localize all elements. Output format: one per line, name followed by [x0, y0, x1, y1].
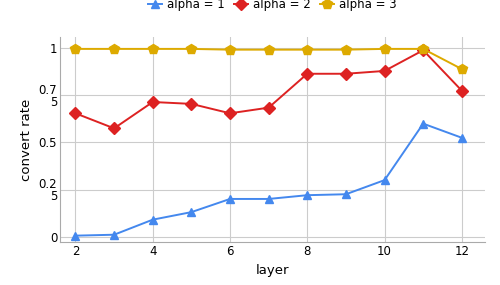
Line: alpha = 3: alpha = 3 — [70, 44, 466, 74]
alpha = 1 — [188, 210, 194, 214]
alpha = 1 — [266, 197, 272, 201]
Legend: alpha = 1, alpha = 2, alpha = 3: alpha = 1, alpha = 2, alpha = 3 — [148, 0, 397, 11]
alpha = 3 — [266, 48, 272, 51]
alpha = 2 — [150, 100, 156, 104]
Y-axis label: convert rate: convert rate — [20, 99, 33, 181]
alpha = 3 — [188, 47, 194, 51]
alpha = 3 — [343, 48, 349, 51]
alpha = 2 — [459, 89, 465, 92]
Line: alpha = 2: alpha = 2 — [72, 46, 466, 133]
alpha = 1 — [382, 178, 388, 182]
Line: alpha = 1: alpha = 1 — [72, 119, 466, 240]
alpha = 2 — [188, 102, 194, 105]
alpha = 1 — [72, 234, 78, 237]
alpha = 3 — [459, 67, 465, 71]
alpha = 1 — [227, 197, 233, 201]
alpha = 3 — [304, 48, 310, 51]
alpha = 2 — [382, 69, 388, 73]
alpha = 3 — [382, 47, 388, 51]
alpha = 2 — [343, 72, 349, 76]
X-axis label: layer: layer — [256, 264, 289, 276]
alpha = 1 — [343, 193, 349, 196]
alpha = 3 — [150, 47, 156, 51]
alpha = 2 — [227, 112, 233, 115]
alpha = 2 — [420, 48, 426, 52]
alpha = 3 — [227, 48, 233, 51]
alpha = 2 — [304, 72, 310, 76]
alpha = 2 — [72, 112, 78, 115]
alpha = 1 — [111, 233, 117, 237]
alpha = 1 — [420, 122, 426, 125]
alpha = 2 — [111, 127, 117, 130]
alpha = 1 — [459, 136, 465, 139]
alpha = 3 — [420, 47, 426, 51]
alpha = 2 — [266, 106, 272, 109]
alpha = 1 — [304, 194, 310, 197]
alpha = 3 — [72, 47, 78, 51]
alpha = 1 — [150, 218, 156, 221]
alpha = 3 — [111, 47, 117, 51]
